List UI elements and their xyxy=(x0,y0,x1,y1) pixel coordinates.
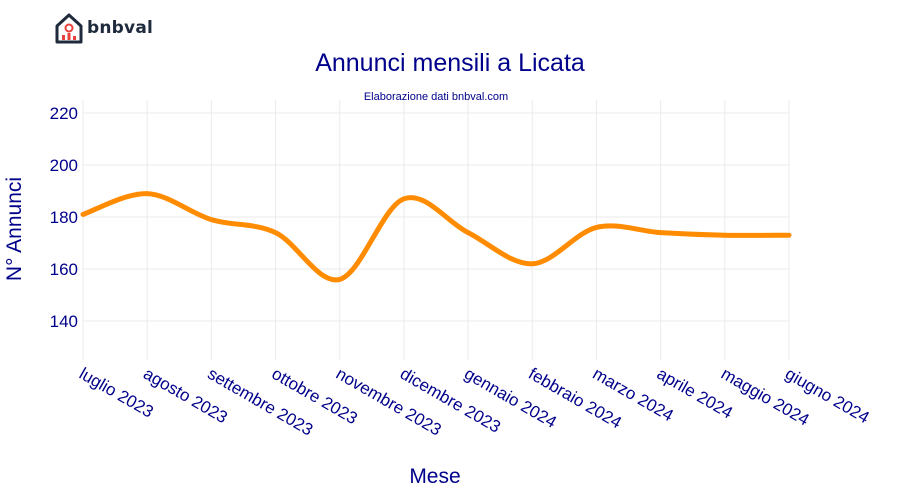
brand-logo: bnbval xyxy=(54,12,153,44)
y-tick-label: 220 xyxy=(50,104,78,123)
series-line xyxy=(80,191,792,283)
y-tick-label: 140 xyxy=(50,312,78,331)
x-axis-label: Mese xyxy=(409,465,460,488)
y-axis-ticks: 140 160 180 200 220 xyxy=(50,104,78,331)
y-axis-label: N° Annunci xyxy=(3,177,26,281)
chart-series xyxy=(80,191,792,283)
house-chart-icon xyxy=(55,13,83,44)
chart-title: Annunci mensili a Licata xyxy=(315,49,585,77)
brand-name: bnbval xyxy=(87,18,154,38)
chart-subtitle: Elaborazione dati bnbval.com xyxy=(364,91,508,103)
y-tick-label: 160 xyxy=(50,260,78,279)
y-tick-label: 200 xyxy=(50,156,78,175)
chart-grid xyxy=(82,100,790,360)
y-tick-label: 180 xyxy=(50,208,78,227)
